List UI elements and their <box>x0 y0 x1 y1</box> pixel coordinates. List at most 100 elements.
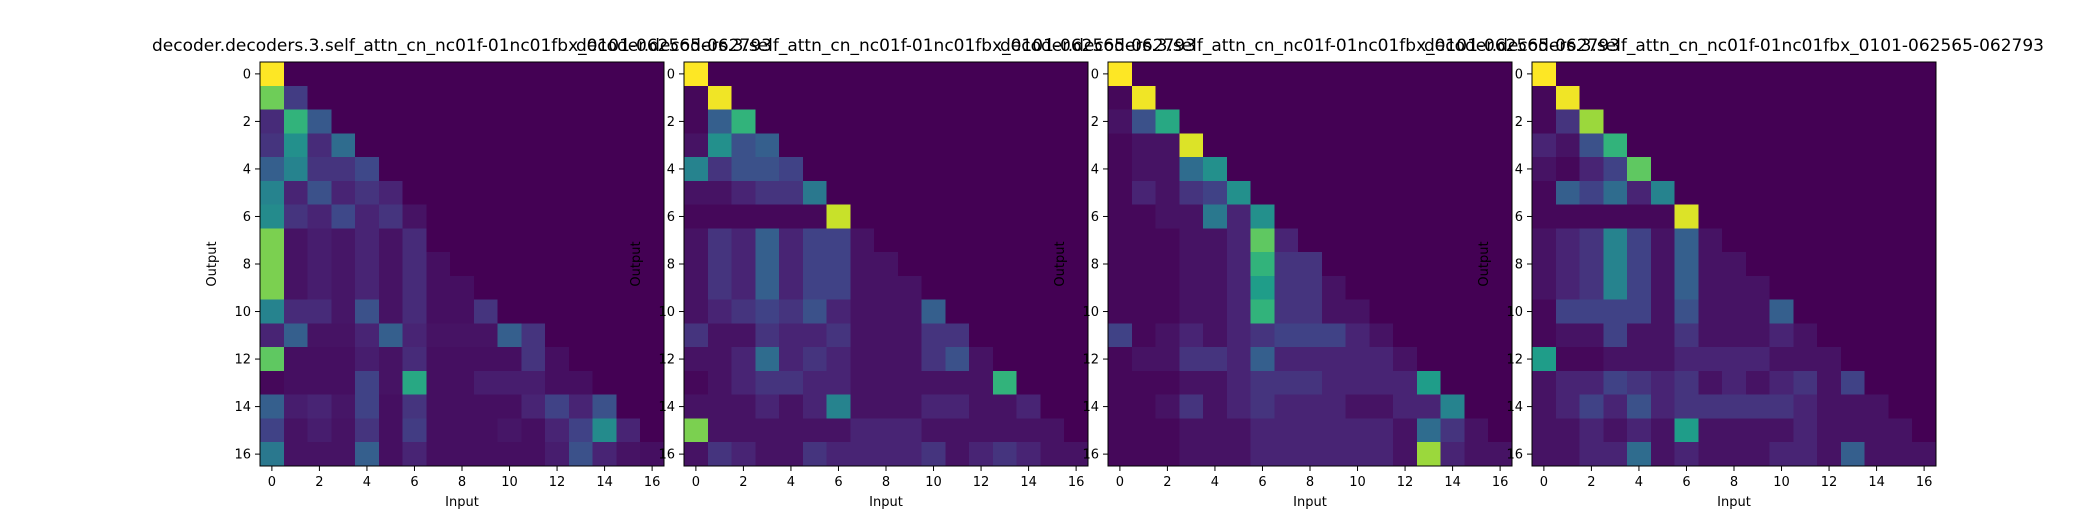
heatmap-cell <box>1864 204 1890 229</box>
heatmap-cell <box>426 275 451 301</box>
heatmap-cell <box>1627 252 1652 277</box>
heatmap-cell <box>545 85 570 111</box>
heatmap-cell <box>450 204 475 229</box>
heatmap-cell <box>802 394 828 420</box>
heatmap-cell <box>1155 180 1180 206</box>
heatmap-cell <box>1131 323 1157 348</box>
heatmap-cell <box>1179 109 1204 134</box>
x-tick-label: 14 <box>1444 475 1461 490</box>
heatmap-panel-3: 0 2 4 6 8 10 12 14 16 0 2 4 6 8 10 12 14 16 Input Output dec… <box>1000 36 1620 510</box>
heatmap-cell <box>1345 133 1371 158</box>
heatmap-cell <box>731 418 756 443</box>
heatmap-cell <box>1464 370 1489 396</box>
heatmap-cell <box>378 418 404 443</box>
heatmap-cell <box>1464 133 1489 158</box>
heatmap-cell <box>1888 323 1913 348</box>
heatmap-cell <box>1745 157 1771 182</box>
heatmap-cell <box>1298 394 1323 420</box>
heatmap-cell <box>1040 85 1065 111</box>
heatmap-cell <box>1321 133 1347 158</box>
heatmap-cell <box>1488 62 1513 87</box>
heatmap-cell <box>1722 252 1747 277</box>
heatmap-cell <box>640 85 665 111</box>
heatmap-cell <box>545 370 570 396</box>
heatmap-cell <box>1440 347 1466 372</box>
heatmap-cell <box>1416 323 1442 348</box>
heatmap-cell <box>1627 323 1652 348</box>
heatmap-cell <box>1345 62 1371 87</box>
heatmap-cell <box>1393 109 1418 134</box>
heatmap-cell <box>1488 347 1513 372</box>
heatmap-cell <box>1369 180 1394 206</box>
heatmap-cell <box>1274 133 1299 158</box>
heatmap-cell <box>1532 157 1557 182</box>
heatmap-cell <box>1369 85 1394 111</box>
heatmap-cell <box>1393 252 1418 277</box>
heatmap-cell <box>850 252 875 277</box>
heatmap-cell <box>616 323 641 348</box>
heatmap-cell <box>1817 394 1842 420</box>
heatmap-cell <box>755 157 780 182</box>
heatmap-cell <box>992 442 1018 467</box>
heatmap-cell <box>1627 394 1652 420</box>
heatmap-cell <box>1579 85 1604 111</box>
heatmap-cell <box>1888 157 1913 182</box>
heatmap-cell <box>1274 370 1299 396</box>
heatmap-cell <box>874 252 899 277</box>
heatmap-cell <box>260 109 285 134</box>
heatmap-cell <box>640 275 665 301</box>
heatmap-cell <box>1912 109 1937 134</box>
heatmap-cell <box>1488 323 1513 348</box>
heatmap-cell <box>1698 62 1723 87</box>
heatmap-cell <box>426 109 451 134</box>
heatmap-cell <box>921 133 947 158</box>
heatmap-cell <box>1274 85 1299 111</box>
heatmap-cell <box>402 109 427 134</box>
heatmap-cell <box>1131 133 1157 158</box>
heatmap-cell <box>1440 62 1466 87</box>
heatmap-cell <box>616 394 641 420</box>
heatmap-cell <box>1321 370 1347 396</box>
heatmap-cell <box>802 133 828 158</box>
heatmap-cell <box>897 204 923 229</box>
heatmap-cell <box>1840 370 1866 396</box>
heatmap-cell <box>473 299 499 325</box>
heatmap-cell <box>378 85 404 111</box>
y-tick-label: 10 <box>658 305 675 320</box>
y-tick-label: 16 <box>1082 448 1099 463</box>
heatmap-cell <box>426 157 451 182</box>
heatmap-cell <box>1912 62 1937 87</box>
heatmap-cell <box>945 347 970 372</box>
heatmap-cell <box>1627 85 1652 111</box>
heatmap-cell <box>1274 275 1299 301</box>
heatmap-cell <box>1532 418 1557 443</box>
heatmap-cell <box>1817 370 1842 396</box>
heatmap-cell <box>874 347 899 372</box>
heatmap-cell <box>640 157 665 182</box>
heatmap-cell <box>1603 85 1628 111</box>
heatmap-cell <box>1579 133 1604 158</box>
heatmap-cell <box>1864 252 1890 277</box>
heatmap-cell <box>874 299 899 325</box>
heatmap-cell <box>1064 62 1089 87</box>
heatmap-cell <box>1840 62 1866 87</box>
heatmap-cell <box>1440 252 1466 277</box>
heatmap-cell <box>1155 275 1180 301</box>
heatmap-cell <box>497 85 523 111</box>
heatmap-cell <box>1274 180 1299 206</box>
heatmap-cell <box>707 370 733 396</box>
x-tick-label: 2 <box>1163 475 1171 490</box>
heatmap-cell <box>1203 157 1228 182</box>
heatmap-cell <box>355 157 380 182</box>
heatmap-cell <box>283 62 309 87</box>
heatmap-cell <box>1769 394 1795 420</box>
y-tick-label: 6 <box>1091 210 1099 225</box>
heatmap-cell <box>1674 133 1699 158</box>
heatmap-cell <box>450 157 475 182</box>
heatmap-cell <box>307 62 332 87</box>
heatmap-cell <box>450 323 475 348</box>
heatmap-cell <box>684 157 709 182</box>
heatmap-cell <box>1674 109 1699 134</box>
heatmap-cell <box>1298 85 1323 111</box>
heatmap-cell <box>1817 157 1842 182</box>
